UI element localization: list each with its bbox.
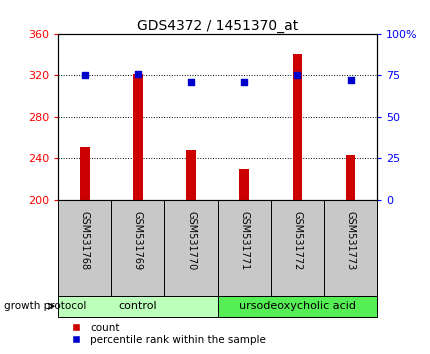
Bar: [58, 200, 111, 296]
Point: [346, 78, 353, 83]
Bar: [239, 169, 249, 200]
Point: [293, 73, 300, 78]
Point: [187, 79, 194, 85]
Point: [240, 79, 247, 85]
Legend: count, percentile rank within the sample: count, percentile rank within the sample: [61, 318, 270, 349]
Title: GDS4372 / 1451370_at: GDS4372 / 1451370_at: [137, 19, 298, 33]
Bar: [217, 200, 270, 296]
Point: [81, 73, 88, 78]
Bar: [186, 150, 195, 200]
Bar: [164, 200, 217, 296]
Bar: [323, 200, 376, 296]
Text: growth protocol: growth protocol: [4, 301, 86, 311]
Text: GSM531773: GSM531773: [345, 211, 355, 271]
Bar: [58, 296, 217, 317]
Text: GSM531768: GSM531768: [80, 211, 89, 270]
Text: GSM531772: GSM531772: [292, 211, 302, 271]
Point: [134, 71, 141, 76]
Text: GSM531771: GSM531771: [239, 211, 249, 271]
Text: GSM531770: GSM531770: [186, 211, 196, 271]
Text: control: control: [118, 301, 157, 311]
Text: GSM531769: GSM531769: [132, 211, 143, 270]
Bar: [292, 55, 301, 200]
Text: ursodeoxycholic acid: ursodeoxycholic acid: [238, 301, 355, 311]
Bar: [111, 200, 164, 296]
Bar: [80, 147, 89, 200]
Bar: [270, 200, 323, 296]
Bar: [217, 296, 376, 317]
Bar: [133, 74, 142, 200]
Bar: [345, 155, 354, 200]
